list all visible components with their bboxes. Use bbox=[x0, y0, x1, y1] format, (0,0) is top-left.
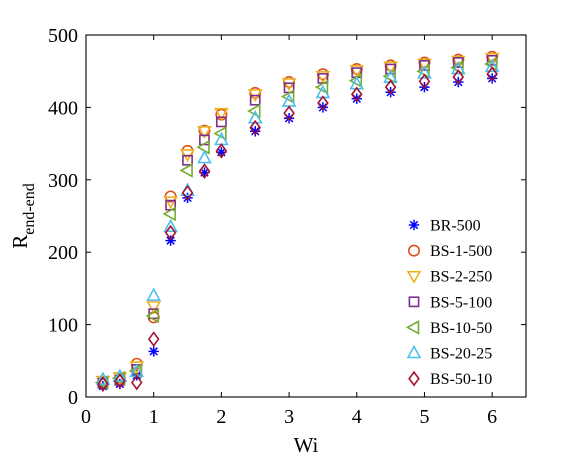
data-point bbox=[452, 69, 465, 85]
y-tick-label: 0 bbox=[68, 387, 78, 409]
data-point bbox=[215, 116, 227, 128]
data-point bbox=[249, 119, 262, 136]
data-point bbox=[165, 235, 176, 246]
data-point bbox=[418, 73, 431, 90]
data-point bbox=[283, 105, 295, 122]
data-point bbox=[145, 308, 159, 324]
data-point bbox=[196, 139, 210, 155]
legend-marker bbox=[406, 270, 422, 284]
legend-entry: BS-20-25 bbox=[406, 344, 492, 363]
legend-marker bbox=[408, 296, 420, 308]
data-point bbox=[197, 125, 212, 139]
data-point bbox=[249, 86, 262, 99]
data-point bbox=[163, 196, 178, 210]
data-point bbox=[486, 66, 498, 82]
y-tick-label: 300 bbox=[48, 170, 78, 192]
legend-label: BS-2-250 bbox=[430, 269, 492, 286]
data-point bbox=[215, 142, 228, 159]
data-point bbox=[350, 86, 363, 103]
data-point bbox=[417, 58, 432, 72]
legend-marker bbox=[406, 344, 422, 359]
data-point bbox=[317, 95, 329, 111]
legend-label: BS-10-50 bbox=[430, 320, 492, 337]
legend-entry: BS-50-10 bbox=[408, 370, 492, 388]
axes: 0 1 2 3 4 5 6 0 100 200 300 400 500 Wi Rend-end bbox=[8, 25, 527, 457]
y-tick-label: 400 bbox=[48, 97, 78, 119]
data-point bbox=[182, 154, 193, 166]
data-point bbox=[417, 65, 432, 79]
x-tick-label: 1 bbox=[149, 406, 159, 428]
x-axis-label: Wi bbox=[294, 433, 319, 457]
legend-entry: BS-10-50 bbox=[405, 320, 492, 337]
plot-area bbox=[94, 50, 500, 392]
data-point bbox=[384, 79, 397, 95]
data-point bbox=[383, 61, 398, 75]
x-tick-label: 0 bbox=[81, 406, 91, 428]
legend-marker bbox=[405, 320, 420, 335]
x-tick-label: 2 bbox=[216, 406, 226, 428]
legend-entry: BS-5-100 bbox=[408, 294, 492, 311]
y-tick-label: 500 bbox=[48, 25, 78, 47]
data-point bbox=[247, 110, 263, 124]
plot-frame bbox=[85, 34, 527, 398]
data-point bbox=[283, 76, 296, 89]
data-point bbox=[162, 206, 176, 222]
y-tick-label: 200 bbox=[48, 242, 78, 264]
data-point bbox=[146, 301, 162, 315]
legend-marker bbox=[408, 219, 420, 231]
data-point bbox=[249, 94, 261, 106]
legend-marker bbox=[408, 370, 420, 387]
legend: BR-500 BS-1-500 BS-2-250 BS-5-100 BS-10-50 BS… bbox=[405, 218, 492, 388]
data-point bbox=[315, 70, 331, 84]
data-point bbox=[281, 78, 297, 92]
data-point bbox=[197, 149, 212, 164]
legend-label: BR-500 bbox=[430, 218, 481, 235]
data-point bbox=[130, 374, 143, 391]
series-bs-50-10 bbox=[97, 66, 498, 392]
y-axis-label: Rend-end bbox=[8, 183, 38, 249]
data-point bbox=[97, 376, 109, 392]
data-point bbox=[112, 368, 128, 383]
legend-label: BS-20-25 bbox=[430, 346, 492, 363]
data-point bbox=[349, 65, 365, 79]
data-point bbox=[148, 346, 159, 357]
data-point bbox=[129, 361, 145, 375]
data-point bbox=[114, 373, 126, 389]
data-point bbox=[214, 107, 229, 121]
x-tick-label: 6 bbox=[487, 406, 497, 428]
data-point bbox=[198, 163, 211, 179]
legend-entry: BR-500 bbox=[408, 218, 481, 235]
data-point bbox=[147, 331, 160, 347]
data-point bbox=[450, 60, 466, 75]
legend-entry: BS-1-500 bbox=[407, 243, 492, 260]
data-point bbox=[280, 89, 295, 104]
legend-label: BS-50-10 bbox=[430, 371, 492, 388]
data-point bbox=[164, 224, 177, 241]
data-point bbox=[179, 163, 193, 178]
x-tick-label: 3 bbox=[284, 406, 294, 428]
data-point bbox=[383, 69, 398, 84]
x-tick-label: 4 bbox=[352, 406, 362, 428]
data-point bbox=[146, 287, 162, 301]
data-point bbox=[95, 371, 111, 385]
data-point bbox=[348, 73, 363, 88]
data-point bbox=[314, 79, 329, 95]
data-point bbox=[484, 58, 500, 73]
data-point bbox=[181, 184, 194, 201]
y-tick-label: 100 bbox=[48, 315, 78, 337]
legend-entry: BS-2-250 bbox=[406, 269, 492, 286]
legend-label: BS-5-100 bbox=[430, 294, 492, 311]
data-point bbox=[163, 218, 178, 233]
legend-marker bbox=[407, 244, 420, 257]
x-tick-label: 5 bbox=[419, 406, 429, 428]
legend-label: BS-1-500 bbox=[430, 243, 492, 260]
data-point bbox=[250, 126, 261, 137]
